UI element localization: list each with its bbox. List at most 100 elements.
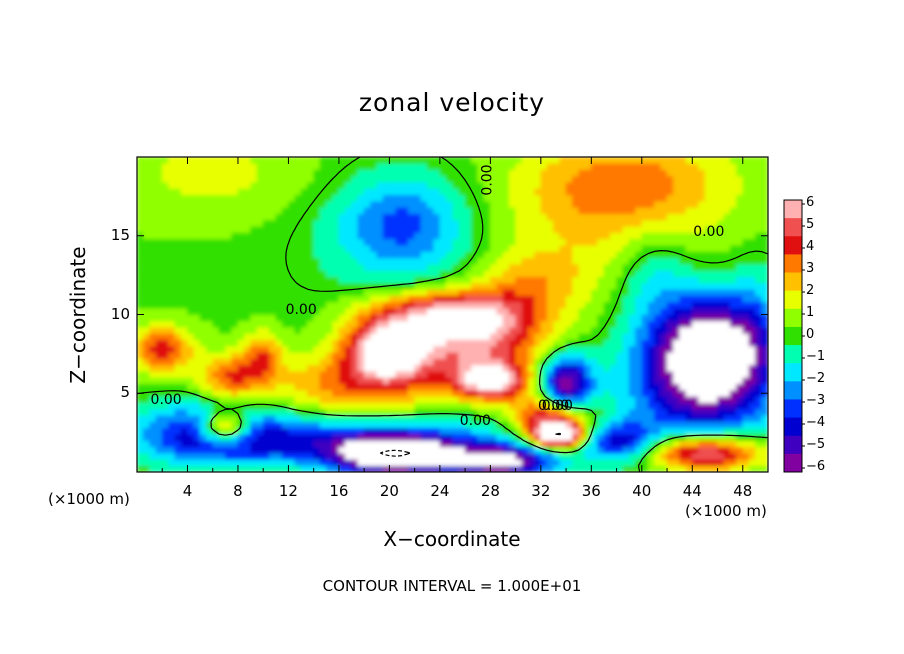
- field-cell: [641, 459, 649, 466]
- field-cell: [382, 307, 390, 315]
- field-cell: [237, 408, 245, 416]
- field-cell: [616, 226, 624, 233]
- field-cell: [294, 339, 302, 347]
- field-cell: [199, 244, 207, 252]
- field-cell: [408, 339, 415, 347]
- field-cell: [174, 320, 182, 328]
- field-cell: [698, 314, 706, 322]
- field-cell: [212, 289, 220, 296]
- field-cell: [225, 339, 232, 347]
- field-cell: [187, 465, 195, 472]
- field-cell: [256, 433, 264, 441]
- field-cell: [212, 188, 220, 196]
- field-cell: [256, 314, 264, 322]
- field-cell: [414, 163, 422, 170]
- field-cell: [559, 389, 567, 397]
- field-cell: [521, 163, 529, 170]
- field-cell: [161, 452, 169, 460]
- field-cell: [527, 163, 535, 170]
- field-cell: [155, 270, 163, 277]
- field-cell: [357, 408, 365, 416]
- field-cell: [635, 320, 643, 328]
- field-cell: [591, 352, 598, 359]
- field-cell: [578, 169, 586, 177]
- field-cell: [414, 465, 422, 472]
- field-cell: [515, 244, 523, 252]
- field-cell: [439, 175, 447, 183]
- field-cell: [414, 157, 422, 164]
- field-cell: [206, 232, 214, 240]
- field-cell: [755, 440, 762, 448]
- field-cell: [597, 226, 605, 233]
- velocity-field: [137, 157, 768, 472]
- field-cell: [761, 301, 768, 309]
- field-cell: [691, 232, 699, 240]
- field-cell: [420, 440, 428, 448]
- field-cell: [414, 207, 422, 214]
- field-cell: [281, 421, 289, 429]
- field-cell: [534, 207, 542, 214]
- field-cell: [326, 364, 333, 372]
- field-cell: [231, 163, 239, 170]
- field-cell: [597, 370, 605, 378]
- field-cell: [281, 307, 289, 315]
- field-cell: [357, 244, 365, 252]
- field-cell: [490, 244, 497, 252]
- field-cell: [212, 452, 220, 460]
- field-cell: [458, 440, 466, 448]
- field-cell: [635, 213, 643, 221]
- field-cell: [357, 175, 365, 183]
- field-cell: [439, 213, 447, 221]
- field-cell: [483, 238, 491, 246]
- field-cell: [641, 307, 649, 315]
- field-cell: [546, 402, 554, 410]
- field-cell: [647, 358, 655, 366]
- field-cell: [250, 289, 258, 296]
- field-cell: [401, 276, 409, 284]
- field-cell: [477, 389, 485, 397]
- field-cell: [609, 389, 617, 397]
- field-cell: [723, 370, 731, 378]
- field-cell: [704, 358, 712, 366]
- field-cell: [622, 219, 630, 227]
- field-cell: [294, 200, 302, 208]
- field-cell: [502, 244, 510, 252]
- field-cell: [609, 181, 617, 189]
- field-cell: [288, 307, 296, 315]
- field-cell: [704, 163, 712, 170]
- field-cell: [710, 244, 718, 252]
- field-cell: [420, 188, 428, 196]
- field-cell: [616, 207, 624, 214]
- field-cell: [174, 314, 182, 322]
- field-cell: [288, 295, 296, 303]
- field-cell: [332, 383, 340, 391]
- field-cell: [351, 383, 359, 391]
- field-cell: [426, 257, 434, 265]
- field-cell: [389, 244, 397, 252]
- field-cell: [199, 219, 207, 227]
- field-cell: [458, 370, 466, 378]
- field-cell: [408, 326, 415, 334]
- field-cell: [408, 263, 415, 271]
- field-cell: [143, 452, 150, 460]
- field-cell: [180, 276, 188, 284]
- field-cell: [206, 421, 214, 429]
- field-cell: [281, 452, 289, 460]
- field-cell: [635, 452, 643, 460]
- field-cell: [243, 377, 251, 385]
- field-cell: [452, 301, 460, 309]
- field-cell: [584, 465, 592, 472]
- field-cell: [452, 232, 460, 240]
- field-cell: [161, 415, 169, 422]
- field-cell: [389, 358, 397, 366]
- field-cell: [269, 427, 277, 435]
- field-cell: [578, 244, 586, 252]
- field-cell: [143, 232, 150, 240]
- field-cell: [137, 163, 144, 170]
- field-cell: [332, 320, 340, 328]
- field-cell: [445, 270, 453, 277]
- field-cell: [433, 270, 441, 277]
- field-cell: [174, 326, 182, 334]
- field-cell: [635, 226, 643, 233]
- field-cell: [641, 276, 649, 284]
